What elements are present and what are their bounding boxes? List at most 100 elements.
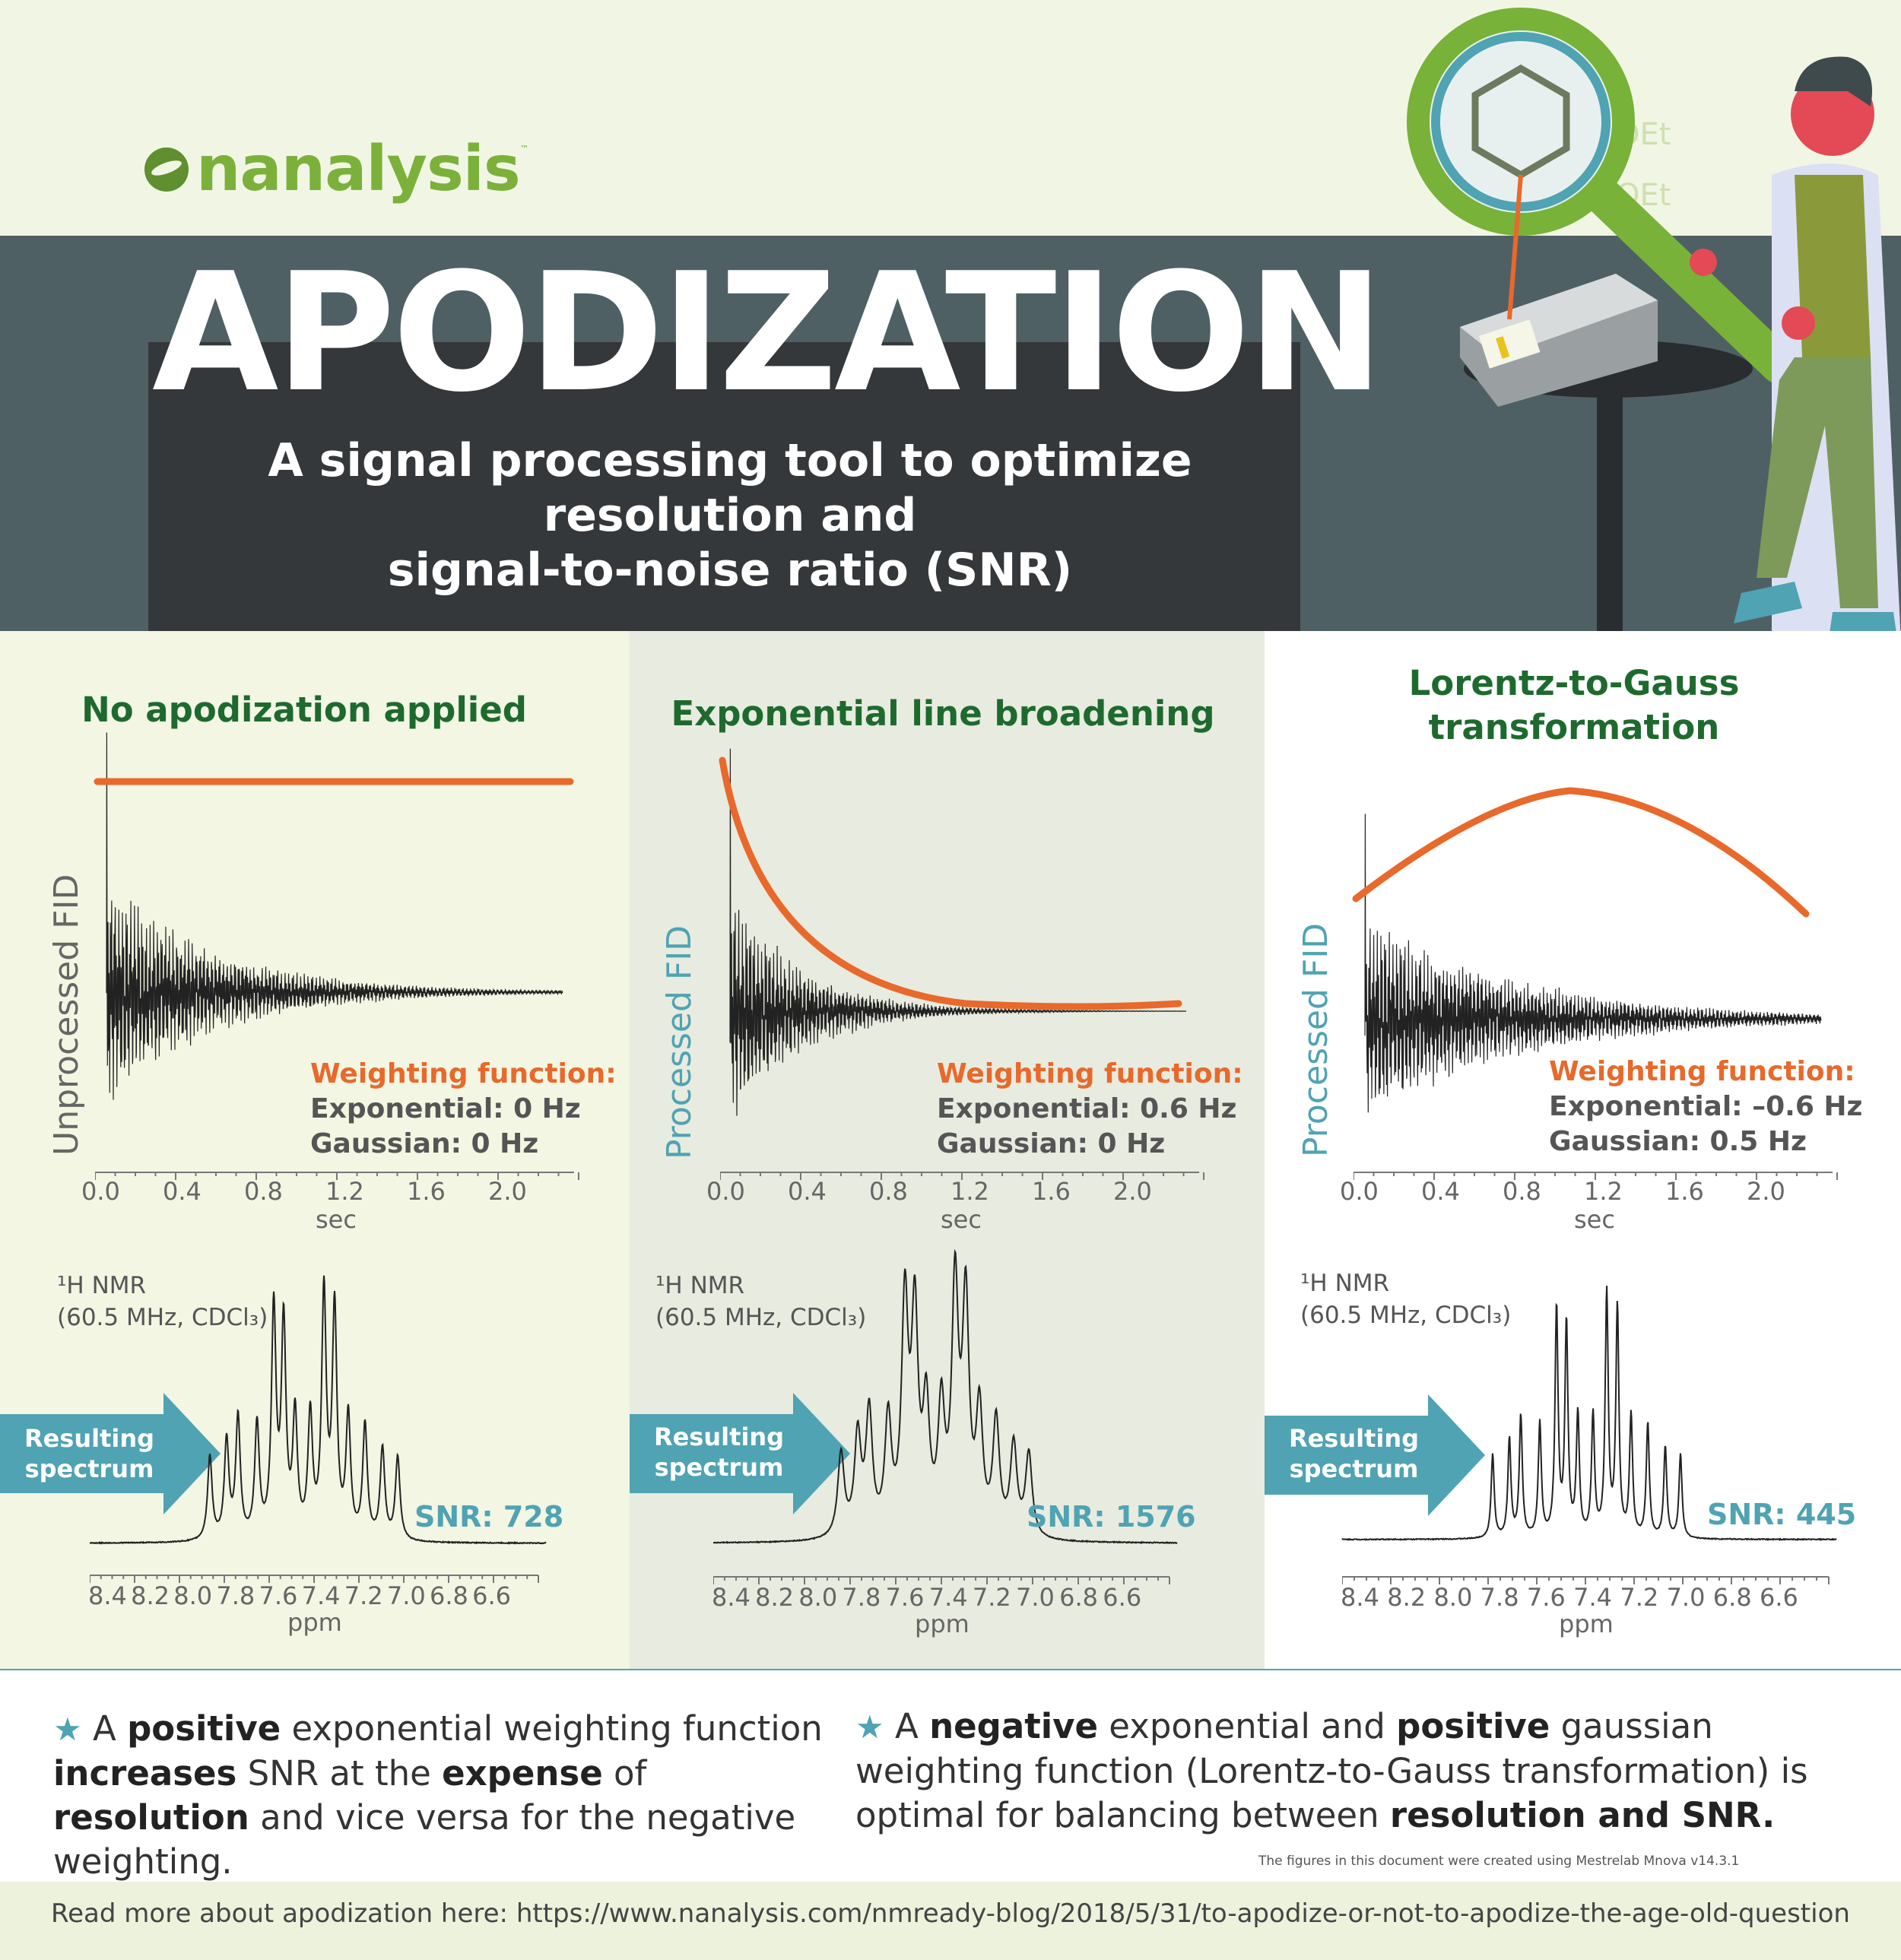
ppm-tick-label: 6.6	[1103, 1583, 1142, 1612]
panel-3-nmr-label: ¹H NMR (60.5 MHz, CDCl₃)	[1300, 1270, 1512, 1329]
star-icon: ★	[53, 1711, 82, 1748]
panel-2-arrow-label: Resulting spectrum	[653, 1422, 785, 1482]
ppm-tick-label: 8.0	[173, 1581, 213, 1610]
time-unit-label: sec	[941, 1205, 982, 1234]
ppm-tick-label: 6.6	[472, 1581, 511, 1610]
weighting-curve-lorentz-gauss	[1352, 787, 1810, 918]
fid-trace	[729, 748, 1187, 1116]
time-tick-label: 0.4	[788, 1177, 827, 1206]
panel-1-fid-label: Unprocessed FID	[47, 874, 86, 1156]
ppm-tick-label: 8.2	[1387, 1583, 1427, 1612]
time-tick-label: 1.6	[1665, 1177, 1704, 1206]
header-title-box	[148, 342, 1300, 631]
page-title: APODIZATION	[152, 237, 1384, 428]
panel-2-arrow-icon	[630, 1393, 850, 1514]
time-tick-label: 2.0	[1747, 1177, 1785, 1206]
ppm-tick-label: 7.0	[386, 1581, 426, 1610]
panel-3-weighting: Weighting function: Exponential: –0.6 Hz…	[1549, 1056, 1863, 1157]
brand-logo[interactable]: nanalysis ™	[144, 133, 529, 205]
ppm-tick-label: 6.8	[429, 1581, 468, 1610]
time-tick-label: 2.0	[1113, 1177, 1152, 1206]
panel-lorentz-gauss	[1265, 631, 1901, 1669]
panel-1-spectrum	[89, 1275, 547, 1545]
fid-trace	[106, 732, 563, 1100]
panel-3-snr: SNR: 445	[1707, 1498, 1857, 1531]
scientist-shoe-left	[1734, 582, 1802, 623]
ppm-tick-label: 7.8	[216, 1581, 255, 1610]
note-positive-weighting: ★ A positive exponential weighting funct…	[53, 1708, 823, 1882]
time-tick-label: 1.2	[950, 1177, 989, 1206]
spectrum-trace	[89, 1275, 547, 1545]
scientist-trousers	[1757, 357, 1878, 608]
magnifier-handle	[1578, 171, 1798, 384]
time-tick-label: 2.0	[488, 1177, 527, 1206]
panel-2-spectrum	[713, 1248, 1178, 1545]
ppm-tick-label: 7.6	[885, 1583, 925, 1612]
panel-1-weighting: Weighting function: Exponential: 0 Hz Ga…	[310, 1058, 617, 1159]
ppm-tick-label: 8.0	[1433, 1583, 1473, 1612]
spectrometer-screen	[1478, 319, 1541, 369]
panel-3-spectrum	[1341, 1286, 1837, 1542]
ppm-tick-label: 7.4	[1573, 1583, 1612, 1612]
ppm-unit-label: ppm	[915, 1610, 970, 1638]
ppm-axis-line	[1342, 1576, 1830, 1584]
panel-no-apodization	[0, 631, 630, 1669]
software-credit: The figures in this document were create…	[1258, 1854, 1740, 1869]
time-tick-label: 0.8	[244, 1177, 283, 1206]
ppm-tick-label: 6.8	[1712, 1583, 1752, 1612]
panel-3-fid-label: Processed FID	[1296, 922, 1335, 1157]
time-tick-label: 1.6	[407, 1177, 446, 1206]
magnifier-icon[interactable]	[1407, 8, 1635, 236]
brand-trademark: ™	[519, 144, 529, 154]
footer	[0, 1882, 1901, 1960]
subtitle-line-3: signal-to-noise ratio (SNR)	[387, 544, 1073, 597]
ppm-tick-label: 7.6	[1526, 1583, 1566, 1612]
ppm-tick-label: 7.6	[259, 1581, 298, 1610]
panel-2-heading: Exponential line broadening	[671, 693, 1215, 734]
ppm-tick-label: 8.4	[1341, 1583, 1379, 1612]
time-tick-label: 1.2	[1584, 1177, 1623, 1206]
ppm-tick-label: 8.2	[131, 1581, 170, 1610]
panel-1-snr: SNR: 728	[414, 1500, 564, 1533]
subtitle-line-1: A signal processing tool to optimize	[268, 434, 1192, 487]
panel-1-arrow-icon	[0, 1393, 221, 1514]
panel-2-fid-plot	[719, 748, 1187, 1116]
time-axis-line	[720, 1172, 1204, 1180]
time-tick-label: 0.4	[163, 1177, 202, 1206]
ppm-tick-label: 7.4	[928, 1583, 968, 1612]
panel-2-fid-label: Processed FID	[660, 924, 699, 1159]
time-axis-line	[95, 1172, 579, 1180]
ppm-unit-label: ppm	[1559, 1610, 1614, 1638]
ppm-tick-label: 6.8	[1059, 1583, 1099, 1612]
page-subtitle: A signal processing tool to optimize res…	[190, 433, 1270, 598]
time-unit-label: sec	[1574, 1205, 1615, 1234]
panel-3-arrow-icon	[1265, 1394, 1485, 1516]
panel-3-fid-plot	[1352, 787, 1822, 1113]
panel-2-snr: SNR: 1576	[1027, 1500, 1196, 1533]
time-tick-label: 0.0	[81, 1177, 120, 1206]
time-unit-label: sec	[316, 1205, 357, 1234]
time-tick-label: 0.4	[1421, 1177, 1460, 1206]
panel-3-ppm-axis: 8.4 8.2 8.0 7.8 7.6 7.4 7.2 7.0 6.8 6.6 ppm	[1341, 1575, 1836, 1644]
weighting-curve-exponential	[719, 756, 1182, 1010]
notes-section	[0, 1669, 1901, 1883]
ppm-tick-label: 8.4	[712, 1583, 751, 1612]
scientist-illustration: O OEt OEt	[1407, 8, 1901, 642]
ppm-tick-label: 7.2	[344, 1581, 383, 1610]
time-tick-label: 0.8	[1503, 1177, 1541, 1206]
time-tick-label: 0.0	[706, 1177, 745, 1206]
time-tick-label: 0.0	[1340, 1177, 1379, 1206]
spectrum-trace	[713, 1248, 1178, 1545]
time-tick-label: 1.6	[1032, 1177, 1071, 1206]
scientist-shirt	[1795, 175, 1871, 357]
ppm-tick-label: 7.8	[842, 1583, 881, 1612]
panel-2-weighting: Weighting function: Exponential: 0.6 Hz …	[937, 1058, 1243, 1159]
panel-1-nmr-label: ¹H NMR (60.5 MHz, CDCl₃)	[57, 1272, 268, 1331]
panel-3-heading: Lorentz-to-Gauss transformation	[1408, 663, 1740, 747]
footer-link[interactable]: Read more about apodization here: https:…	[51, 1898, 1850, 1929]
fid-trace	[1364, 813, 1822, 1113]
table-leg	[1597, 380, 1623, 642]
panel-3-arrow-label: Resulting spectrum	[1288, 1424, 1420, 1483]
panel-1-arrow-label: Resulting spectrum	[24, 1424, 155, 1483]
panel-1-ppm-axis: 8.4 8.2 8.0 7.8 7.6 7.4 7.2 7.0 6.8 6.6 ppm	[88, 1574, 546, 1642]
